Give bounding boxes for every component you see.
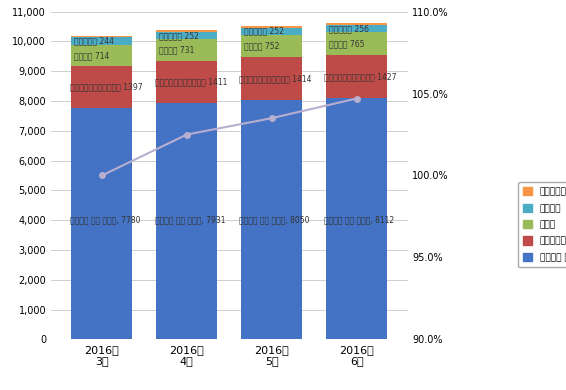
Text: タイムズ カー プラス, 8050: タイムズ カー プラス, 8050 (239, 216, 310, 225)
Bar (326, 23, 387, 25)
Bar (71, 66, 132, 108)
Text: カリテコ， 244: カリテコ， 244 (74, 37, 114, 46)
Text: カレコ， 765: カレコ， 765 (328, 39, 364, 48)
Bar (71, 36, 132, 37)
Text: カリテコ， 252: カリテコ， 252 (243, 27, 284, 36)
Text: オリックスカーシェア， 1411: オリックスカーシェア， 1411 (155, 78, 227, 87)
Bar (156, 39, 217, 61)
Bar (241, 28, 302, 35)
Text: カレコ， 752: カレコ， 752 (243, 42, 279, 51)
Bar (241, 35, 302, 57)
Bar (326, 32, 387, 55)
Text: タイムズ カー プラス, 7780: タイムズ カー プラス, 7780 (70, 216, 140, 225)
Text: カリテコ， 256: カリテコ， 256 (328, 24, 368, 33)
Text: オリックスカーシェア， 1397: オリックスカーシェア， 1397 (70, 82, 142, 91)
Bar (71, 37, 132, 45)
Bar (241, 57, 302, 99)
Bar (156, 32, 217, 39)
Text: オリックスカーシェア， 1427: オリックスカーシェア， 1427 (324, 72, 397, 81)
Text: タイムズ カー プラス, 8112: タイムズ カー プラス, 8112 (324, 216, 395, 225)
Text: オリックスカーシェア， 1414: オリックスカーシェア， 1414 (239, 74, 312, 83)
Bar (71, 45, 132, 66)
Bar (326, 98, 387, 339)
Bar (241, 99, 302, 339)
Bar (71, 108, 132, 339)
Bar (156, 103, 217, 339)
Bar (156, 61, 217, 103)
Text: カレコ， 714: カレコ， 714 (74, 51, 109, 60)
Legend: アース・カー, カリテコ, カレコ, オリックスカーシェア, タイムズ カー プラス: アース・カー, カリテコ, カレコ, オリックスカーシェア, タイムズ カー プ… (518, 182, 566, 267)
Text: カリテコ， 252: カリテコ， 252 (158, 31, 199, 40)
Bar (241, 26, 302, 28)
Bar (156, 30, 217, 32)
Text: タイムズ カー プラス, 7931: タイムズ カー プラス, 7931 (155, 216, 225, 225)
Bar (326, 25, 387, 32)
Bar (326, 55, 387, 98)
Text: カレコ， 731: カレコ， 731 (158, 46, 194, 55)
